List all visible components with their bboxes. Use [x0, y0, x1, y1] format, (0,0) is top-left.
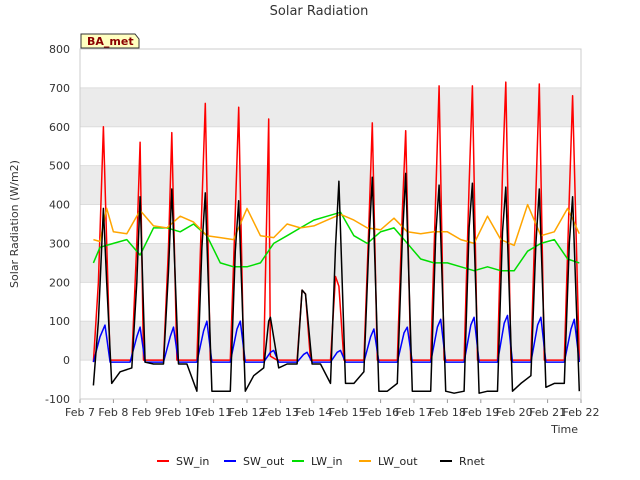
y-tick-label: 800	[49, 43, 70, 56]
x-tick-label: Feb 11	[195, 406, 232, 419]
grid-band	[80, 87, 581, 127]
series-line-sw-out	[92, 314, 581, 363]
site-label-box: BA_met	[80, 33, 140, 49]
x-tick-label: Feb 8	[98, 406, 128, 419]
x-tick-label: Feb 9	[132, 406, 162, 419]
x-tick-label: Feb 19	[462, 406, 499, 419]
x-tick-label: Feb 12	[229, 406, 266, 419]
grid-band	[80, 243, 581, 283]
y-tick-label: 300	[49, 237, 70, 250]
plot-frame	[79, 48, 582, 400]
x-tick-label: Feb 7	[65, 406, 95, 419]
legend-label-lw-in: LW_in	[311, 455, 343, 468]
x-tick-label: Feb 18	[429, 406, 466, 419]
y-tick-label: 600	[49, 121, 70, 134]
series-line-lw-out	[93, 203, 580, 247]
legend-label-rnet: Rnet	[459, 455, 485, 468]
series-line-rnet	[92, 172, 581, 394]
site-label: BA_met	[87, 35, 134, 48]
x-tick-label: Feb 21	[529, 406, 566, 419]
x-tick-label: Feb 13	[262, 406, 299, 419]
x-tick-label: Feb 20	[496, 406, 533, 419]
x-tick-label: Feb 15	[329, 406, 366, 419]
x-tick-label: Feb 14	[295, 406, 332, 419]
grid-band	[80, 165, 581, 205]
legend-label-lw-out: LW_out	[378, 455, 418, 468]
y-tick-label: -100	[45, 393, 70, 406]
y-tick-label: 100	[49, 315, 70, 328]
x-tick-label: Feb 16	[362, 406, 399, 419]
legend-label-sw-out: SW_out	[243, 455, 285, 468]
chart-title: Solar Radiation	[270, 4, 369, 19]
series-line-lw-in	[92, 211, 580, 272]
legend: SW_in SW_out LW_in LW_out Rnet	[157, 455, 485, 468]
x-tick-label: Feb 10	[162, 406, 199, 419]
y-tick-label: 500	[49, 160, 70, 173]
x-axis-label: Time	[550, 423, 578, 436]
y-tick-label: 700	[49, 82, 70, 95]
legend-label-sw-in: SW_in	[176, 455, 209, 468]
y-tick-label: 400	[49, 199, 70, 212]
x-tick-label: Feb 22	[563, 406, 600, 419]
series-lines	[92, 81, 581, 394]
y-axis-label: Solar Radiation (W/m2)	[8, 160, 21, 288]
series-line-sw-in	[92, 81, 581, 363]
y-tick-label: 0	[63, 354, 70, 367]
y-tick-label: 200	[49, 276, 70, 289]
plot-background	[80, 49, 581, 399]
x-tick-label: Feb 17	[396, 406, 433, 419]
